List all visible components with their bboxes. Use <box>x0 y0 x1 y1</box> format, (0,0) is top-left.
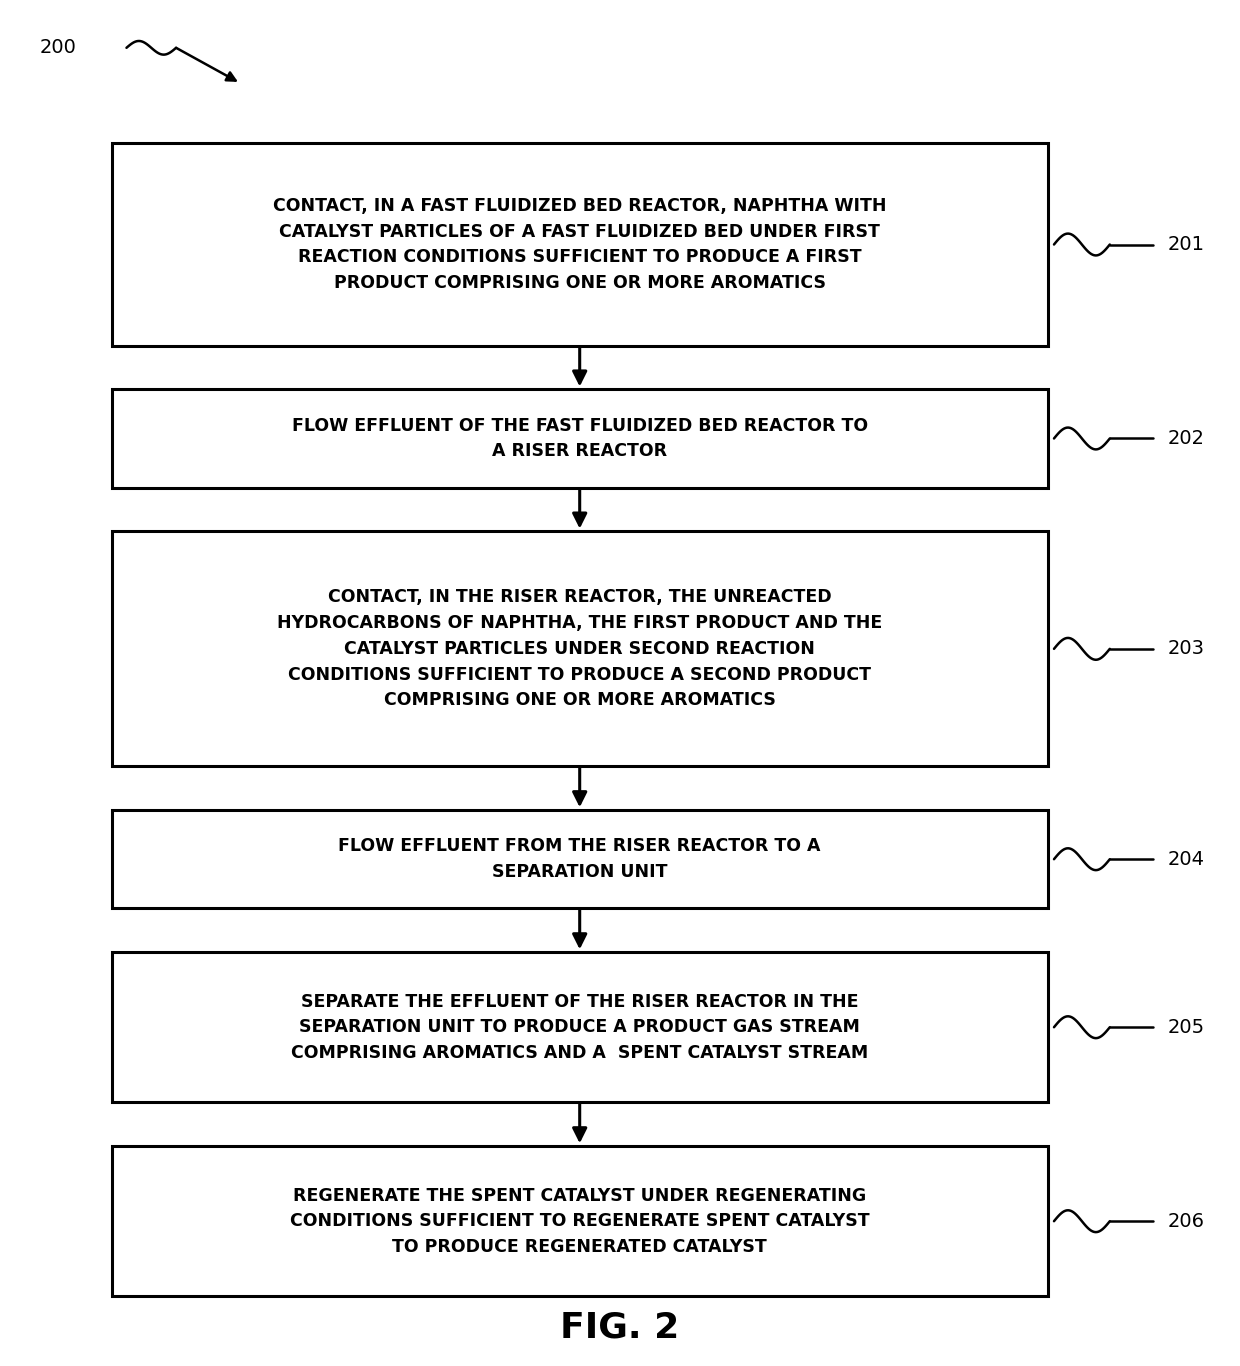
Text: SEPARATE THE EFFLUENT OF THE RISER REACTOR IN THE
SEPARATION UNIT TO PRODUCE A P: SEPARATE THE EFFLUENT OF THE RISER REACT… <box>291 993 868 1061</box>
Bar <box>112 531 1048 766</box>
Bar <box>112 810 1048 908</box>
Text: 202: 202 <box>1168 429 1205 448</box>
Text: 206: 206 <box>1168 1212 1205 1231</box>
Text: CONTACT, IN THE RISER REACTOR, THE UNREACTED
HYDROCARBONS OF NAPHTHA, THE FIRST : CONTACT, IN THE RISER REACTOR, THE UNREA… <box>277 589 883 709</box>
Bar <box>112 389 1048 488</box>
Text: FLOW EFFLUENT FROM THE RISER REACTOR TO A
SEPARATION UNIT: FLOW EFFLUENT FROM THE RISER REACTOR TO … <box>339 837 821 881</box>
Text: CONTACT, IN A FAST FLUIDIZED BED REACTOR, NAPHTHA WITH
CATALYST PARTICLES OF A F: CONTACT, IN A FAST FLUIDIZED BED REACTOR… <box>273 197 887 292</box>
Bar <box>112 143 1048 346</box>
Text: 201: 201 <box>1168 235 1205 254</box>
Text: 204: 204 <box>1168 850 1205 869</box>
Text: REGENERATE THE SPENT CATALYST UNDER REGENERATING
CONDITIONS SUFFICIENT TO REGENE: REGENERATE THE SPENT CATALYST UNDER REGE… <box>290 1187 869 1255</box>
Text: 200: 200 <box>40 38 77 57</box>
Text: FLOW EFFLUENT OF THE FAST FLUIDIZED BED REACTOR TO
A RISER REACTOR: FLOW EFFLUENT OF THE FAST FLUIDIZED BED … <box>291 417 868 460</box>
Bar <box>112 1146 1048 1296</box>
Text: FIG. 2: FIG. 2 <box>560 1311 680 1344</box>
Text: 203: 203 <box>1168 639 1205 658</box>
Text: 205: 205 <box>1168 1018 1205 1037</box>
Bar <box>112 952 1048 1102</box>
